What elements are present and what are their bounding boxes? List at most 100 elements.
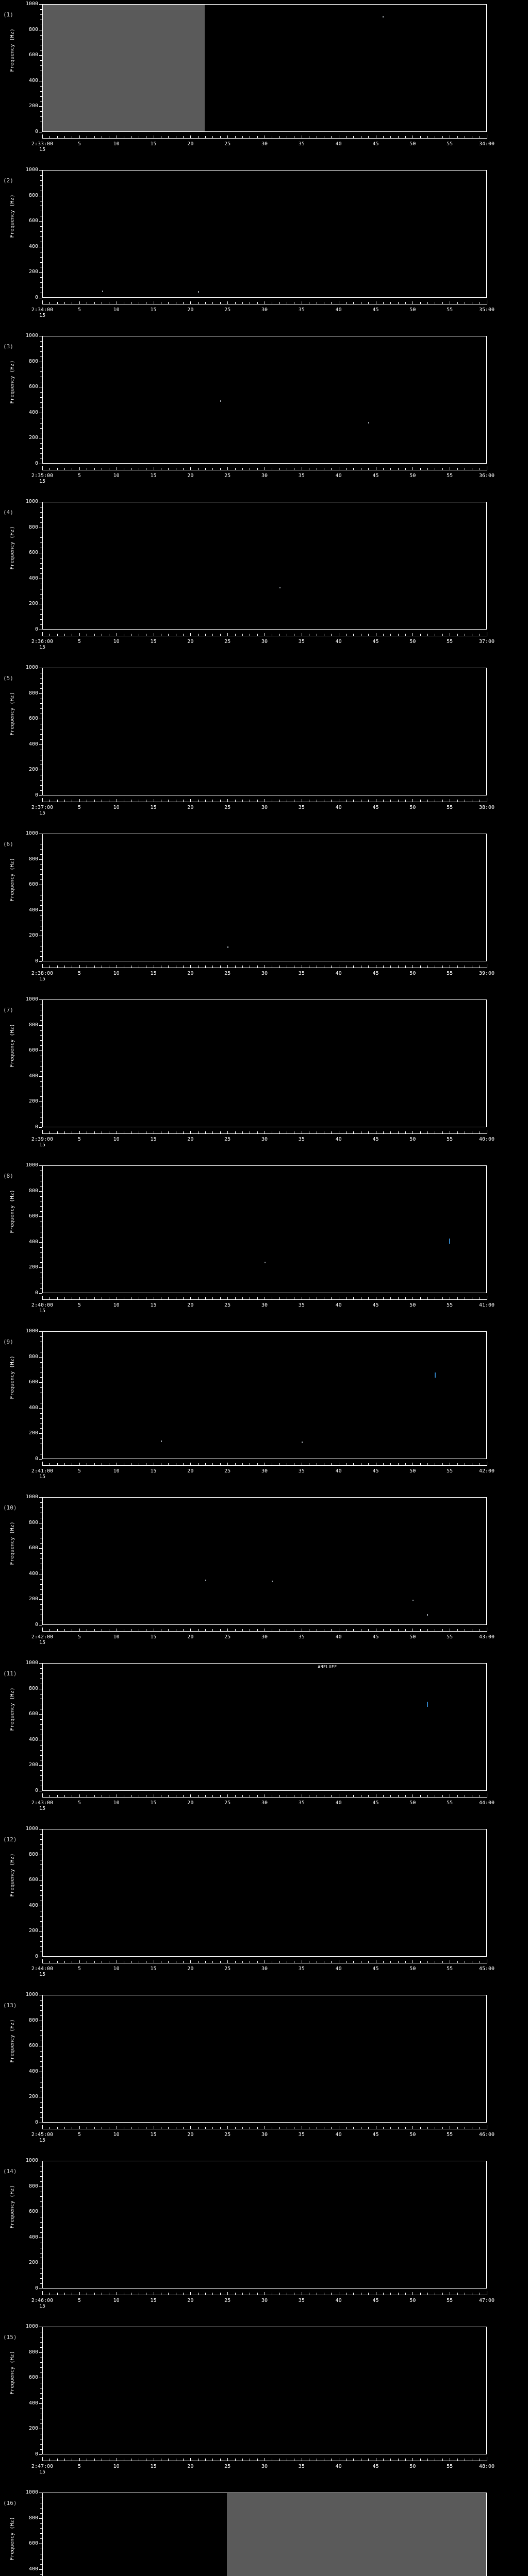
spectrogram-plot-area[interactable] — [42, 2327, 487, 2454]
x-axis-minor-tick — [197, 2127, 199, 2129]
x-axis-tick-label: 25 — [224, 1634, 230, 1640]
x-axis-minor-tick — [94, 2459, 95, 2461]
y-axis-minor-tick — [40, 1185, 42, 1187]
x-axis-tick-label-text: 30 — [261, 1634, 268, 1640]
x-axis-minor-tick — [242, 302, 243, 304]
x-axis-minor-tick — [183, 1131, 184, 1133]
y-axis-minor-tick — [40, 2181, 42, 2182]
x-axis-tick-label-text: 45 — [372, 307, 379, 313]
x-axis-tick-label-text: 34:00 — [478, 141, 495, 147]
x-axis-tick-label-text: 15 — [150, 1468, 157, 1474]
x-axis-minor-tick — [64, 1629, 65, 1631]
x-axis-tick-mark — [227, 301, 228, 304]
x-axis-tick-label-text: 5 — [77, 971, 81, 976]
spectrogram-plot-area[interactable] — [42, 170, 487, 298]
x-axis-tick-label: 35 — [299, 307, 305, 313]
x-axis-minor-tick — [257, 2293, 258, 2295]
spectrogram-plot-area[interactable] — [42, 668, 487, 795]
x-axis-minor-tick — [383, 965, 384, 968]
x-axis-tick-label-text: 25 — [224, 1800, 231, 1806]
y-axis-minor-tick — [40, 1589, 42, 1590]
y-axis-minor-tick — [40, 346, 42, 347]
spectrogram-panel: (13) Frequency (Hz) 0 200 400 600 800 1000 2:45:… — [0, 1991, 528, 2157]
panel-index-label: (14) — [3, 2168, 17, 2175]
spectrogram-plot-area[interactable] — [42, 1497, 487, 1625]
y-axis-minor-tick — [40, 2342, 42, 2343]
x-axis-tick-label: 40 — [336, 2464, 342, 2469]
spectrogram-plot-area[interactable] — [42, 4, 487, 132]
x-axis-start-sublabel: 15 — [39, 1806, 46, 1811]
x-axis-minor-tick — [353, 468, 354, 470]
y-axis-tick-mark — [39, 1599, 42, 1600]
x-axis-minor-tick — [257, 1463, 258, 1465]
y-axis-minor-tick — [40, 785, 42, 786]
spectrogram-plot-area[interactable] — [42, 1995, 487, 2123]
x-axis-minor-tick — [257, 2127, 258, 2129]
spectrogram-plot-area[interactable] — [42, 834, 487, 961]
x-axis-minor-tick — [220, 634, 221, 636]
x-axis-tick-label: 45 — [372, 141, 378, 147]
y-axis-tick-label: 200 — [28, 269, 38, 275]
y-axis-minor-tick — [40, 2507, 42, 2509]
panel-index-label: (13) — [3, 2002, 17, 2009]
x-axis-minor-tick — [242, 136, 243, 138]
x-axis-tick-label-text: 15 — [150, 1302, 157, 1308]
x-axis-tick-label-text: 15 — [150, 141, 157, 147]
x-axis-tick-label: 2:34:00 15 — [31, 307, 53, 318]
x-axis-tick-label: 5 — [78, 805, 81, 810]
x-axis-minor-tick — [235, 1795, 236, 1797]
x-axis-minor-tick — [168, 2293, 169, 2295]
y-axis-ticks: 0 200 400 600 800 1000 — [0, 499, 42, 632]
x-axis-tick-label-text: 10 — [113, 1966, 120, 1972]
x-axis-tick-label: 5 — [78, 307, 81, 313]
x-axis-minor-tick — [242, 965, 243, 968]
y-axis-minor-tick — [40, 2227, 42, 2228]
spectrogram-detection-mark — [227, 946, 229, 948]
x-axis-minor-tick — [420, 634, 421, 636]
x-axis-minor-tick — [405, 965, 406, 968]
spectrogram-plot-area[interactable] — [42, 2493, 487, 2576]
y-axis-minor-tick — [40, 2117, 42, 2119]
x-axis-minor-tick — [398, 1297, 399, 1299]
y-axis-minor-tick — [40, 2513, 42, 2514]
x-axis-minor-tick — [427, 1629, 428, 1631]
x-axis-minor-tick — [183, 1463, 184, 1465]
spectrogram-plot-area[interactable] — [42, 999, 487, 1127]
x-axis-start-sublabel: 15 — [39, 479, 46, 484]
x-axis-tick-label: 20 — [187, 639, 193, 645]
x-axis-tick-label: 40 — [336, 1137, 342, 1142]
x-axis-minor-tick — [168, 2459, 169, 2461]
x-axis-minor-tick — [442, 302, 443, 304]
x-axis-tick-label: 50 — [409, 1137, 416, 1142]
y-axis-minor-tick — [40, 1604, 42, 1605]
x-axis-minor-tick — [205, 965, 206, 968]
spectrogram-plot-area[interactable] — [42, 336, 487, 464]
y-axis-tick-label: 0 — [35, 129, 38, 134]
spectrogram-plot-area[interactable] — [42, 502, 487, 630]
spectrogram-plot-area[interactable] — [42, 2161, 487, 2289]
x-axis-tick-label: 10 — [113, 1302, 120, 1308]
x-axis-tick-label: 30 — [261, 1634, 268, 1640]
x-axis-tick-label: 43:00 — [479, 1634, 494, 1640]
spectrogram-plot-area[interactable] — [42, 1165, 487, 1293]
x-axis-minor-tick — [398, 800, 399, 802]
x-axis-minor-tick — [420, 468, 421, 470]
x-axis-tick-label-text: 20 — [187, 971, 194, 976]
spectrogram-plot-area[interactable] — [42, 1331, 487, 1459]
y-axis-tick-label: 400 — [28, 243, 38, 249]
x-axis-minor-tick — [368, 2459, 369, 2461]
x-axis-minor-tick — [183, 2459, 184, 2461]
x-axis-minor-tick — [242, 1297, 243, 1299]
y-axis-minor-tick — [40, 277, 42, 278]
x-axis-tick-mark — [190, 301, 191, 304]
y-axis-minor-tick — [40, 2066, 42, 2067]
x-axis-tick-label: 10 — [113, 639, 120, 645]
panel-index-label: (8) — [3, 1173, 13, 1179]
x-axis-tick-label-text: 20 — [187, 805, 194, 810]
x-axis-minor-tick — [368, 1795, 369, 1797]
x-axis-tick-label: 25 — [224, 2298, 230, 2303]
spectrogram-plot-area[interactable] — [42, 1829, 487, 1957]
x-axis-tick-labels: 2:38:00 15 5 10 15 20 25 30 35 40 45 50 55 39:00 — [0, 971, 528, 984]
spectrogram-plot-area[interactable]: ANFLUFF — [42, 1663, 487, 1791]
